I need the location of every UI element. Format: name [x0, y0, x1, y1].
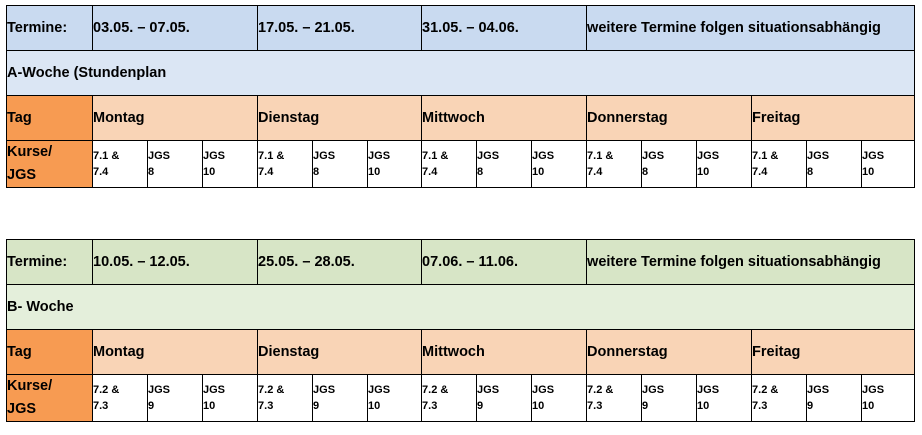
course-cell: JGS 8: [806, 140, 863, 188]
course-cell: 7.1 & 7.4: [586, 140, 643, 188]
course-cell: JGS 10: [696, 140, 753, 188]
day-monday: Montag: [91, 95, 259, 141]
course-cell: JGS 10: [201, 140, 259, 188]
termine-label: Termine:: [6, 239, 93, 285]
date-range: 25.05. – 28.05.: [257, 239, 423, 285]
date-range: 03.05. – 07.05.: [91, 5, 259, 51]
termine-row: Termine: 10.05. – 12.05. 25.05. – 28.05.…: [6, 239, 916, 285]
course-cell: JGS 8: [312, 140, 369, 188]
schedule-table-b: Termine: 10.05. – 12.05. 25.05. – 28.05.…: [5, 239, 916, 422]
day-wednesday: Mittwoch: [421, 329, 588, 375]
course-cell: 7.2 & 7.3: [421, 374, 478, 422]
course-cell: 7.1 & 7.4: [92, 140, 148, 188]
course-cell: JGS 10: [861, 374, 916, 422]
course-cell: 7.2 & 7.3: [92, 374, 148, 422]
date-range: 07.06. – 11.06.: [421, 239, 588, 285]
day-friday: Freitag: [751, 329, 916, 375]
tag-label: Tag: [6, 95, 93, 141]
day-row: Tag Montag Dienstag Mittwoch Donnerstag …: [6, 95, 916, 141]
week-label: B- Woche: [5, 284, 916, 330]
course-cell: 7.1 & 7.4: [751, 140, 808, 188]
day-friday: Freitag: [751, 95, 916, 141]
week-row: A-Woche (Stundenplan: [5, 50, 916, 96]
kurse-label: Kurse/ JGS: [6, 374, 93, 422]
course-cell: JGS 9: [641, 374, 698, 422]
course-cell: JGS 10: [696, 374, 753, 422]
termine-row: Termine: 03.05. – 07.05. 17.05. – 21.05.…: [6, 5, 916, 51]
schedule-table-a: Termine: 03.05. – 07.05. 17.05. – 21.05.…: [5, 5, 916, 188]
course-cell: 7.2 & 7.3: [257, 374, 314, 422]
day-monday: Montag: [91, 329, 259, 375]
course-cell: JGS 10: [531, 374, 588, 422]
day-row: Tag Montag Dienstag Mittwoch Donnerstag …: [6, 329, 916, 375]
course-cell: 7.1 & 7.4: [421, 140, 478, 188]
week-label: A-Woche (Stundenplan: [5, 50, 916, 96]
date-range: 31.05. – 04.06.: [421, 5, 588, 51]
kurse-label: Kurse/ JGS: [6, 140, 93, 188]
course-cell: JGS 8: [476, 140, 533, 188]
day-tuesday: Dienstag: [257, 95, 423, 141]
termine-label: Termine:: [6, 5, 93, 51]
date-range: 10.05. – 12.05.: [91, 239, 259, 285]
date-range: 17.05. – 21.05.: [257, 5, 423, 51]
course-row: Kurse/ JGS 7.2 & 7.3 JGS 9 JGS 10 7.2 & …: [6, 374, 916, 422]
course-cell: 7.2 & 7.3: [586, 374, 643, 422]
course-cell: JGS 8: [641, 140, 698, 188]
further-dates-note: weitere Termine folgen situationsabhängi…: [586, 5, 916, 51]
course-cell: JGS 9: [476, 374, 533, 422]
course-cell: 7.2 & 7.3: [751, 374, 808, 422]
course-cell: JGS 10: [367, 374, 423, 422]
day-tuesday: Dienstag: [257, 329, 423, 375]
course-cell: JGS 10: [531, 140, 588, 188]
course-cell: JGS 10: [367, 140, 423, 188]
course-row: Kurse/ JGS 7.1 & 7.4 JGS 8 JGS 10 7.1 & …: [6, 140, 916, 188]
week-row: B- Woche: [5, 284, 916, 330]
course-cell: JGS 10: [201, 374, 259, 422]
day-thursday: Donnerstag: [586, 95, 753, 141]
further-dates-note: weitere Termine folgen situationsabhängi…: [586, 239, 916, 285]
course-cell: JGS 9: [312, 374, 369, 422]
course-cell: JGS 10: [861, 140, 916, 188]
course-cell: 7.1 & 7.4: [257, 140, 314, 188]
day-thursday: Donnerstag: [586, 329, 753, 375]
tag-label: Tag: [6, 329, 93, 375]
course-cell: JGS 9: [806, 374, 863, 422]
course-cell: JGS 9: [147, 374, 203, 422]
course-cell: JGS 8: [147, 140, 203, 188]
day-wednesday: Mittwoch: [421, 95, 588, 141]
